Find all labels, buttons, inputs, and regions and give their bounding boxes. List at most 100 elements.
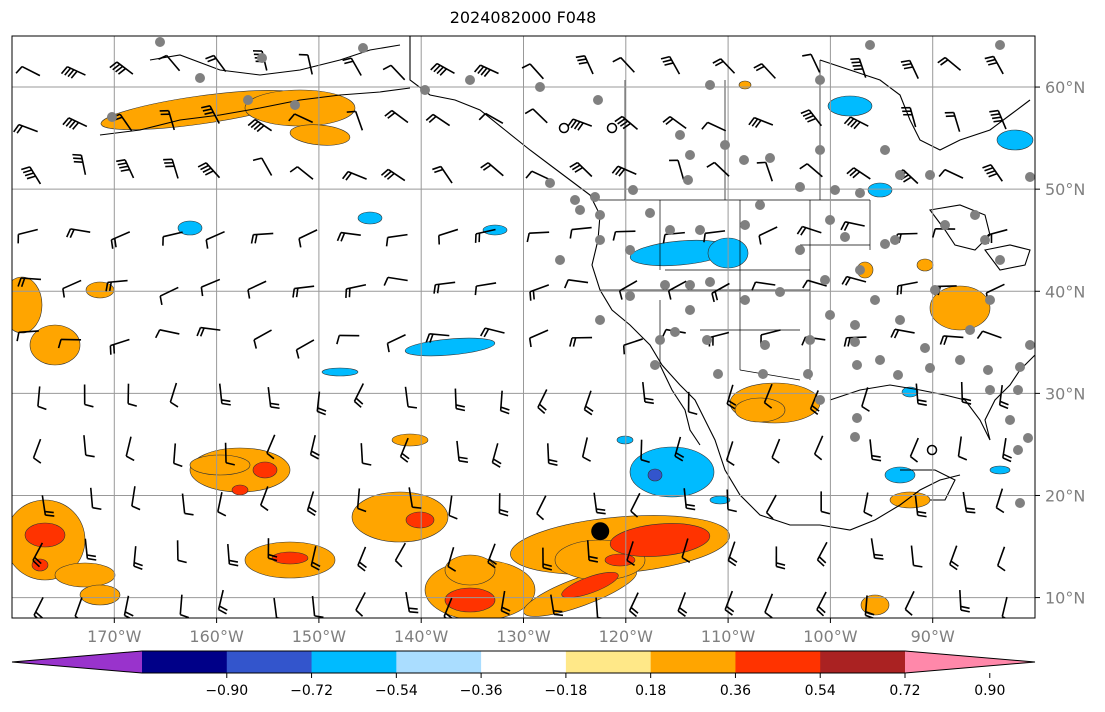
- wind-barb-98: [474, 282, 497, 296]
- station-dot-69: [805, 335, 815, 345]
- wind-barb-13: [612, 56, 635, 73]
- wind-barb-130: [939, 335, 964, 345]
- wind-barb-19: [900, 59, 919, 79]
- wind-barb-171: [813, 435, 824, 461]
- wind-barb-47: [163, 158, 179, 179]
- wind-barb-228: [405, 591, 419, 614]
- wind-barb-169: [725, 441, 735, 466]
- lon-tick-label-5: 120°W: [599, 627, 654, 646]
- wind-barb-202: [227, 544, 239, 567]
- colorbar-outline: [11, 650, 1036, 674]
- lon-tick-label-7: 100°W: [803, 627, 858, 646]
- wind-barb-52: [380, 168, 406, 182]
- wind-barb-151: [915, 383, 927, 406]
- wind-barb-221: [74, 597, 83, 618]
- wind-barb-113: [154, 329, 180, 339]
- wind-barb-21: [984, 55, 1004, 75]
- wind-barb-89: [62, 279, 82, 298]
- wind-barb-200: [133, 546, 143, 571]
- wind-barb-183: [356, 488, 367, 513]
- wind-barb-211: [626, 541, 635, 566]
- orange-area-26: [738, 80, 752, 90]
- station-dot-96: [685, 305, 695, 315]
- station-dot-57: [870, 295, 880, 305]
- station-dot-66: [670, 327, 680, 337]
- station-dot-39: [840, 232, 850, 242]
- wind-barb-123: [622, 338, 643, 355]
- wind-barb-2: [109, 61, 134, 75]
- wind-barb-168: [674, 436, 685, 462]
- station-dot-7: [420, 85, 430, 95]
- station-dot-75: [713, 369, 723, 379]
- wind-barb-119: [425, 332, 450, 343]
- lon-tick-label-4: 130°W: [496, 627, 551, 646]
- wind-barb-66: [17, 228, 38, 244]
- wind-barb-189: [630, 492, 641, 518]
- wind-barb-223: [179, 594, 190, 618]
- wind-barb-239: [904, 590, 915, 616]
- station-dot-14: [683, 175, 693, 185]
- wind-barb-22: [13, 123, 38, 134]
- wind-barb-7: [342, 57, 362, 76]
- wind-barb-112: [109, 338, 130, 355]
- wind-barb-131: [976, 330, 1002, 340]
- wind-barb-57: [611, 165, 637, 177]
- station-dot-59: [930, 285, 940, 295]
- colorbar-segment-7: [650, 651, 736, 673]
- station-dot-80: [925, 363, 935, 373]
- wind-barb-234: [677, 592, 688, 617]
- wind-barb-140: [404, 386, 418, 409]
- coastline-0: [409, 36, 961, 531]
- wind-barb-15: [712, 58, 736, 74]
- wind-barb-42: [944, 111, 961, 132]
- wind-barb-83: [796, 225, 822, 236]
- wind-barb-12: [575, 55, 594, 75]
- wind-barb-60: [756, 161, 774, 182]
- colorbar-segment-4: [396, 651, 482, 673]
- blue-area-13: [709, 495, 731, 505]
- wind-barb-216: [870, 538, 884, 560]
- wind-barb-164: [491, 443, 502, 468]
- station-dot-42: [940, 220, 950, 230]
- lon-tick-label-6: 110°W: [701, 627, 756, 646]
- wind-barb-241: [1001, 596, 1008, 618]
- station-dot-8: [465, 75, 475, 85]
- wind-barb-172: [869, 439, 882, 462]
- wind-barb-36: [662, 115, 687, 130]
- blue-area-1: [996, 129, 1034, 151]
- station-dot-83: [1025, 340, 1035, 350]
- station-dot-27: [995, 40, 1005, 50]
- station-dot-21: [880, 145, 890, 155]
- wind-barb-65: [982, 164, 1003, 182]
- wind-barb-186: [498, 493, 509, 517]
- wind-barb-84: [840, 221, 865, 231]
- wind-barb-90: [105, 279, 128, 292]
- wind-barb-133: [83, 384, 94, 408]
- wind-barb-141: [454, 388, 466, 412]
- wind-barb-17: [802, 53, 821, 73]
- wind-barb-72: [298, 229, 318, 248]
- station-dot-31: [628, 185, 638, 195]
- station-dot-1: [257, 53, 267, 63]
- orange-area-12: [351, 491, 449, 543]
- station-dot-12: [720, 140, 730, 150]
- station-dot-58: [895, 315, 905, 325]
- wind-barb-194: [863, 492, 873, 517]
- wind-barb-110: [16, 330, 39, 342]
- wind-barb-195: [914, 495, 927, 518]
- station-dot-9: [535, 82, 545, 92]
- wind-barb-177: [89, 487, 102, 511]
- wind-barb-161: [360, 443, 372, 466]
- wind-barb-102: [667, 280, 687, 300]
- station-dot-87: [852, 413, 862, 423]
- orange-area-7: [189, 454, 251, 476]
- lat-tick-label-0: 60°N: [1045, 78, 1085, 97]
- station-dot-24: [705, 80, 715, 90]
- wind-barb-38: [748, 116, 774, 128]
- wind-barb-30: [384, 109, 409, 124]
- latitude-ticks: 60°N 50°N 40°N 30°N 20°N 10°N: [1035, 78, 1085, 608]
- wind-barb-40: [843, 116, 869, 130]
- wind-barb-203: [267, 538, 278, 562]
- colorbar-extend-low: [12, 651, 142, 673]
